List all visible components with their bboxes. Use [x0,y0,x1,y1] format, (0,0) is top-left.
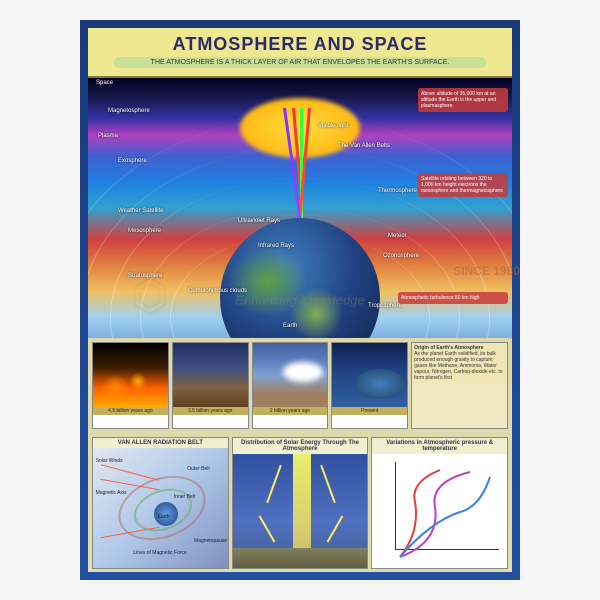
va-label: Earth [158,514,170,520]
solar-wind-line [101,464,159,480]
va-label: Solar Winds [96,458,123,464]
panel-image [173,343,248,407]
layer-label: Magnetosphere [108,108,150,114]
earth-icon [220,218,380,338]
watermark-year: SINCE 1980 [453,264,520,278]
bottom-row: VAN ALLEN RADIATION BELT Magnetic Axis So… [88,433,512,573]
main-title: ATMOSPHERE AND SPACE [94,34,506,55]
layer-label: Space [96,80,113,86]
panel-caption: Present [332,407,407,415]
layer-label: Meteor [388,233,407,239]
layer-label: Earth [283,323,297,329]
vanallen-panel: VAN ALLEN RADIATION BELT Magnetic Axis So… [92,437,229,569]
layer-label: Weather Satellite [118,208,164,214]
info-box-3: Atmospheric turbulence 80 km high [398,292,508,304]
layer-label: Plasma [98,133,118,139]
panel-image [93,343,168,407]
va-label: Lines of Magnetic Force [133,550,186,556]
layer-label: Ozonosphere [383,253,419,259]
evolution-panel: 4.5 billion years ago [92,342,169,429]
layer-label: Mesosphere [128,228,161,234]
solar-arrow [259,516,276,543]
va-label: Inner Belt [174,494,195,500]
subtitle: THE ATMOSPHERE IS A THICK LAYER OF AIR T… [114,57,486,68]
evolution-panel: Present [331,342,408,429]
variation-graph [372,454,507,568]
origin-text: As the planet Earth solidified, its bulk… [414,351,502,381]
variation-title: Variations in Atmospheric pressure & tem… [372,438,507,454]
title-bar: ATMOSPHERE AND SPACE THE ATMOSPHERE IS A… [88,28,512,78]
layer-label: Thermosphere [378,188,417,194]
layer-label: Troposphere [368,303,402,309]
curves [380,462,499,560]
layer-label: Ultraviolet Rays [238,218,280,224]
va-label: Magnetic Axis [96,490,127,496]
va-label: Magnetopause [194,538,227,544]
solar-panel: Distribution of Solar Energy Through The… [232,437,369,569]
layer-label: Cumulonimbus clouds [188,288,247,294]
vanallen-diagram: Magnetic Axis Solar Winds Outer Belt Inner … [93,448,228,568]
info-box-1: Above altitude of 35,000 km at an altitu… [418,88,508,112]
layer-label: Visible light [318,123,348,129]
info-box-2: Satellite orbiting between 320 to 1,000 … [418,173,508,197]
evolution-row: 4.5 billion years ago 3.5 billion years a… [88,338,512,433]
panel-image [253,343,328,407]
ground [233,548,368,568]
evolution-panel: 3.5 billion years ago [172,342,249,429]
solar-arrow [266,465,282,503]
layer-label: Infrared Rays [258,243,294,249]
vanallen-title: VAN ALLEN RADIATION BELT [93,438,228,448]
layer-label: Exosphere [118,158,147,164]
panel-caption: 4.5 billion years ago [93,407,168,415]
panel-caption: 3.5 billion years ago [173,407,248,415]
layer-label: The Van Allen Belts [338,143,390,149]
solar-title: Distribution of Solar Energy Through The… [233,438,368,454]
solar-arrow [320,465,336,503]
variation-panel: Variations in Atmospheric pressure & tem… [371,437,508,569]
panel-image [332,343,407,407]
evolution-panel: 2 billion years ago [252,342,329,429]
logo-icon [130,276,170,316]
solar-arrow [326,516,343,543]
va-label: Outer Belt [187,466,210,472]
solar-diagram [233,454,368,568]
panel-caption: 2 billion years ago [253,407,328,415]
origin-text-panel: Origin of Earth's Atmosphere As the plan… [411,342,508,429]
